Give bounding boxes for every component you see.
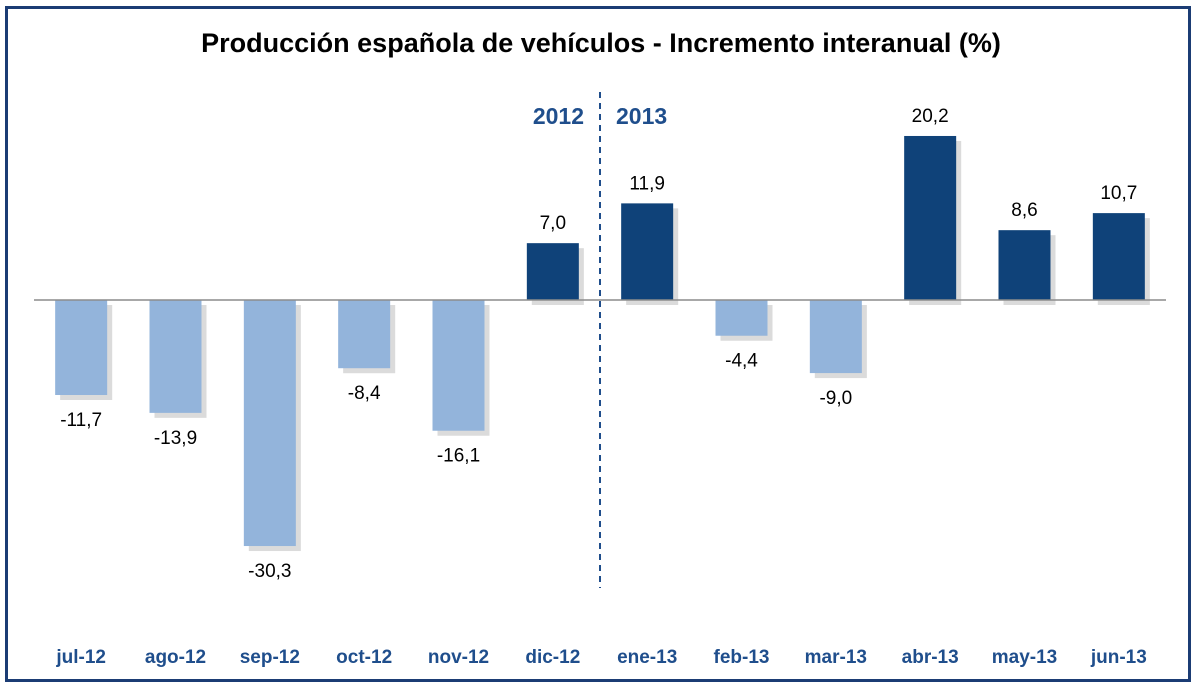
bar-nov-12: [432, 300, 485, 431]
x-tick-label-jun-13: jun-13: [1090, 647, 1147, 668]
bar-abr-13: [904, 135, 957, 300]
bar-jun-13: [1092, 213, 1145, 300]
x-tick-label-dic-12: dic-12: [525, 647, 580, 668]
x-tick-label-ene-13: ene-13: [617, 647, 677, 668]
x-tick-label-ago-12: ago-12: [145, 647, 206, 668]
bar-oct-12: [338, 300, 391, 369]
x-tick-label-jul-12: jul-12: [55, 647, 106, 668]
data-label-ene-13: 11,9: [629, 173, 665, 194]
data-label-jul-12: -11,7: [60, 410, 102, 431]
x-tick-label-feb-13: feb-13: [714, 647, 770, 668]
data-label-abr-13: 20,2: [912, 106, 949, 127]
x-tick-label-may-13: may-13: [992, 647, 1058, 668]
bar-dic-12: [526, 243, 579, 300]
data-label-feb-13: -4,4: [725, 351, 758, 372]
data-label-dic-12: 7,0: [540, 213, 566, 234]
bar-mar-13: [809, 300, 862, 374]
x-tick-label-abr-13: abr-13: [902, 647, 959, 668]
bar-ene-13: [621, 203, 674, 300]
chart-title: Producción española de vehículos - Incre…: [201, 28, 1001, 58]
x-tick-labels-group: jul-12 ago-12 sep-12 oct-12 nov-12 dic-12 ene-…: [55, 647, 1146, 668]
bars-group: [55, 135, 1150, 552]
year-label-2013: 2013: [616, 103, 667, 129]
x-tick-label-nov-12: nov-12: [428, 647, 489, 668]
data-label-may-13: 8,6: [1011, 200, 1037, 221]
data-label-sep-12: -30,3: [248, 561, 291, 582]
bar-sep-12: [243, 300, 296, 547]
bar-may-13: [998, 230, 1051, 300]
data-label-nov-12: -16,1: [437, 446, 480, 467]
year-label-2012: 2012: [533, 103, 584, 129]
x-tick-label-oct-12: oct-12: [336, 647, 392, 668]
data-label-ago-12: -13,9: [154, 428, 197, 449]
bar-ago-12: [149, 300, 202, 413]
data-label-mar-13: -9,0: [819, 388, 852, 409]
x-tick-label-sep-12: sep-12: [240, 647, 300, 668]
bar-feb-13: [715, 300, 768, 336]
bar-jul-12: [55, 300, 108, 396]
x-tick-label-mar-13: mar-13: [805, 647, 867, 668]
data-labels-group: -11,7 -13,9 -30,3 -8,4 -16,1 7,0 11,9 -4,4 -9,0 2…: [60, 106, 1137, 582]
data-label-jun-13: 10,7: [1100, 183, 1137, 204]
data-label-oct-12: -8,4: [348, 383, 381, 404]
